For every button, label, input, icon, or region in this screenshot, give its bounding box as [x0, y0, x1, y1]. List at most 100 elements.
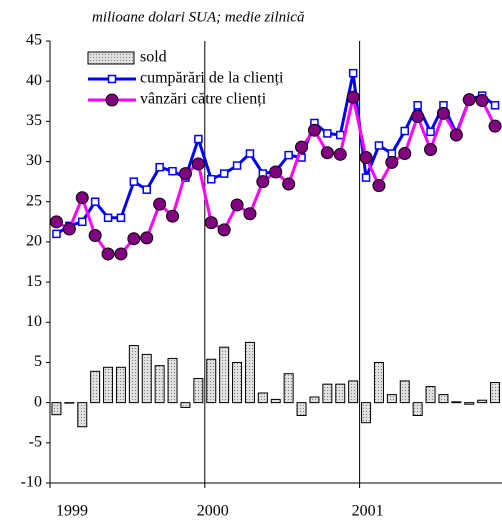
- marker: [90, 197, 100, 206]
- bar: [128, 345, 139, 404]
- marker: [168, 166, 177, 176]
- marker: [348, 68, 358, 78]
- bar: [283, 373, 294, 404]
- bar: [257, 392, 268, 404]
- y-tick-label: 20: [26, 233, 42, 250]
- legend-label: sold: [140, 49, 167, 66]
- y-tick-label: 30: [26, 152, 42, 169]
- y-tick-label: 0: [34, 393, 42, 410]
- marker: [462, 93, 476, 107]
- bar: [412, 402, 423, 416]
- subtitle: milioane dolari SUA; medie zilnică: [92, 9, 304, 25]
- marker: [295, 140, 309, 154]
- marker: [359, 151, 373, 165]
- marker: [155, 162, 164, 172]
- bar: [335, 383, 346, 404]
- bar: [477, 399, 488, 404]
- marker: [398, 147, 412, 161]
- marker: [62, 222, 76, 236]
- marker: [107, 74, 117, 84]
- y-tick-label: 40: [26, 72, 42, 89]
- legend-label: vânzări către clienți: [140, 91, 267, 108]
- y-tick-label: 15: [26, 273, 42, 290]
- marker: [142, 185, 151, 194]
- bar: [438, 394, 449, 404]
- marker: [219, 169, 229, 178]
- marker: [323, 129, 332, 138]
- marker: [372, 179, 386, 193]
- bar: [64, 402, 75, 404]
- bar: [167, 357, 178, 404]
- bar: [464, 402, 475, 405]
- marker: [52, 229, 61, 239]
- legend-swatch: [87, 51, 135, 65]
- marker: [129, 177, 139, 186]
- marker: [320, 146, 334, 160]
- marker: [374, 141, 384, 150]
- bar: [373, 361, 384, 404]
- marker: [49, 215, 63, 229]
- marker: [191, 157, 205, 171]
- marker: [116, 213, 126, 223]
- marker: [488, 119, 502, 133]
- bar: [399, 380, 410, 404]
- bar: [77, 402, 88, 428]
- marker: [413, 101, 422, 110]
- y-tick-label: -10: [21, 474, 42, 491]
- marker: [282, 177, 296, 191]
- bar: [296, 402, 307, 416]
- bar: [154, 365, 165, 404]
- bar: [451, 401, 462, 404]
- bar: [180, 402, 191, 408]
- marker: [490, 101, 500, 110]
- y-tick-label: -5: [29, 433, 42, 450]
- legend-label: cumpărări de la clienți: [140, 70, 284, 87]
- bar: [490, 382, 501, 404]
- y-tick-label: 25: [26, 192, 42, 209]
- marker: [105, 93, 119, 107]
- marker: [256, 175, 270, 189]
- bar: [386, 394, 397, 404]
- marker: [411, 110, 425, 124]
- marker: [153, 197, 167, 211]
- bar: [103, 366, 114, 404]
- marker: [269, 165, 283, 179]
- marker: [75, 191, 89, 205]
- marker: [140, 231, 154, 245]
- y-tick-label: 35: [26, 112, 42, 129]
- marker: [194, 134, 203, 144]
- marker: [436, 106, 450, 120]
- bar: [244, 341, 255, 404]
- bar: [322, 383, 333, 404]
- marker: [101, 247, 115, 261]
- marker: [424, 142, 438, 156]
- bar: [309, 396, 320, 404]
- marker: [346, 90, 360, 104]
- bar: [141, 353, 152, 404]
- bar: [90, 370, 101, 404]
- marker: [449, 128, 463, 142]
- marker: [88, 228, 102, 242]
- marker: [284, 150, 293, 160]
- marker: [103, 213, 113, 223]
- marker: [232, 161, 242, 170]
- bar: [193, 378, 204, 404]
- marker: [114, 247, 128, 261]
- marker: [245, 149, 255, 158]
- marker: [385, 155, 399, 169]
- marker: [178, 167, 192, 181]
- bar: [51, 402, 62, 416]
- bar: [270, 398, 281, 404]
- x-tick-label: 1999: [56, 503, 88, 520]
- marker: [400, 126, 409, 136]
- bar: [361, 402, 372, 424]
- bar: [219, 346, 230, 404]
- bar: [206, 358, 217, 404]
- bar: [232, 361, 243, 404]
- marker: [243, 207, 257, 221]
- y-tick-label: 10: [26, 313, 42, 330]
- x-tick-label: 2001: [352, 503, 384, 520]
- bar: [115, 366, 126, 404]
- marker: [78, 217, 87, 227]
- bar: [425, 386, 436, 404]
